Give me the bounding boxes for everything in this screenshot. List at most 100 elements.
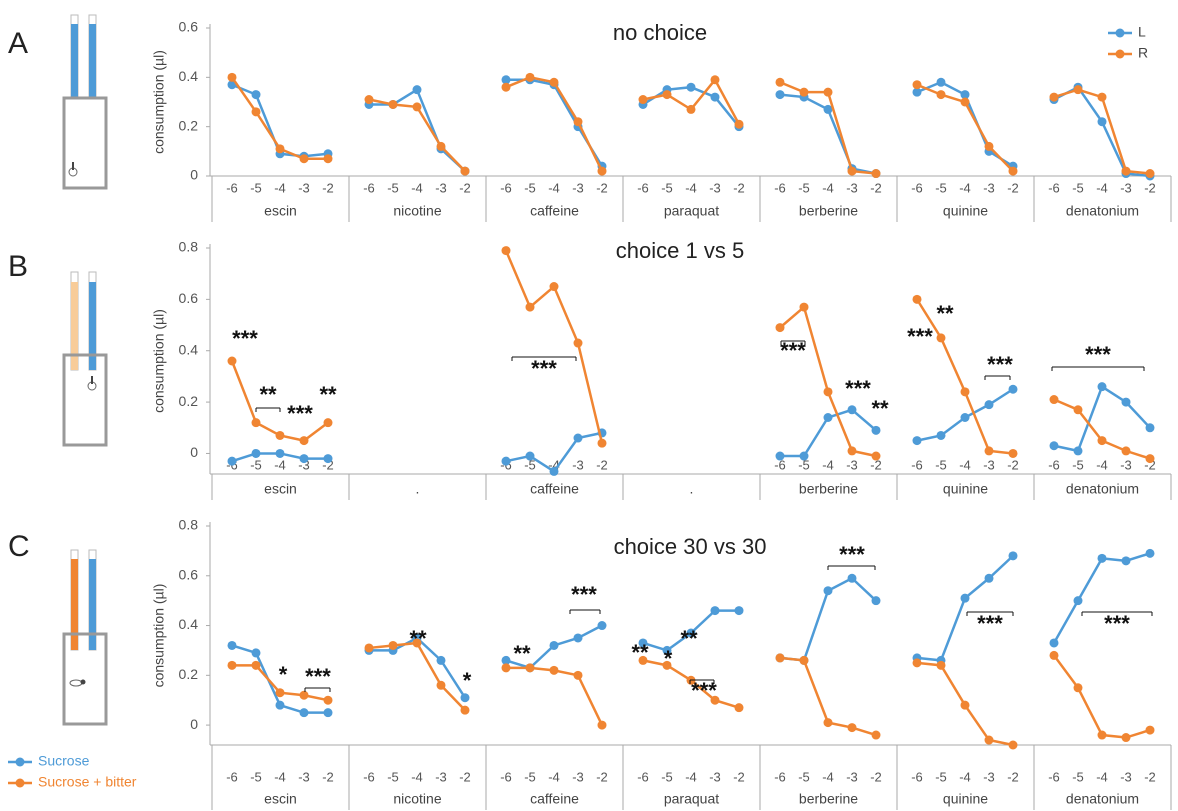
icon-b	[62, 271, 108, 447]
x-tick-label: -2	[1144, 457, 1156, 472]
group-label: .	[416, 481, 420, 497]
y-tick-label: 0.2	[179, 666, 199, 682]
data-point	[936, 333, 946, 343]
data-point	[412, 638, 422, 648]
x-tick-label: -5	[250, 457, 262, 472]
data-point	[775, 323, 785, 333]
series-line	[506, 78, 604, 167]
data-point	[912, 294, 922, 304]
data-point	[299, 436, 309, 446]
data-point	[662, 660, 672, 670]
x-tick-label: -6	[911, 769, 923, 784]
data-point	[847, 166, 857, 176]
significance: **	[631, 640, 649, 665]
data-point	[1097, 117, 1107, 127]
y-tick-label: 0	[190, 716, 198, 732]
data-point	[912, 436, 922, 446]
x-tick-label: -3	[983, 457, 995, 472]
data-point	[912, 80, 922, 90]
x-tick-label: -3	[846, 180, 858, 195]
x-tick-label: -3	[298, 180, 310, 195]
significance: ***	[977, 611, 1003, 636]
legend-marker	[1115, 49, 1125, 59]
y-axis-label: consumption (µl)	[151, 50, 167, 154]
panel-label: A	[8, 27, 28, 60]
x-tick-label: -2	[870, 769, 882, 784]
panel-label: C	[8, 530, 30, 563]
x-tick-label: -3	[1120, 769, 1132, 784]
x-tick-label: -5	[250, 769, 262, 784]
x-tick-label: -4	[274, 180, 286, 195]
data-point	[638, 95, 648, 105]
x-tick-label: -4	[548, 769, 560, 784]
data-point	[823, 586, 833, 596]
y-tick-label: 0.8	[179, 239, 199, 255]
x-tick-label: -2	[870, 457, 882, 472]
x-tick-label: -2	[1007, 457, 1019, 472]
group-label: berberine	[799, 791, 858, 807]
x-tick-label: -3	[572, 457, 584, 472]
data-point	[597, 621, 607, 631]
data-point	[823, 413, 833, 422]
data-point	[1097, 382, 1107, 392]
data-point	[960, 90, 970, 100]
data-point	[1121, 446, 1131, 456]
data-point	[1049, 92, 1059, 102]
x-tick-label: -3	[572, 769, 584, 784]
x-tick-label: -6	[637, 769, 649, 784]
data-point	[227, 660, 237, 670]
legend-label: Sucrose	[38, 753, 90, 769]
series-line	[506, 666, 604, 726]
data-point	[1073, 683, 1083, 693]
data-point	[299, 154, 309, 164]
group-label: berberine	[799, 203, 858, 219]
data-point	[775, 653, 785, 663]
data-point	[960, 593, 970, 603]
data-point	[501, 246, 511, 256]
data-point	[1008, 384, 1018, 394]
data-point	[1008, 166, 1018, 176]
x-tick-label: -5	[935, 769, 947, 784]
y-tick-label: 0	[190, 444, 198, 460]
significance: **	[936, 301, 954, 326]
data-point	[1049, 650, 1059, 660]
data-point	[638, 638, 648, 648]
x-tick-label: -6	[226, 769, 238, 784]
data-point	[799, 302, 809, 312]
x-tick-label: -4	[274, 769, 286, 784]
significance: ***	[305, 664, 331, 689]
data-point	[573, 338, 583, 348]
data-point	[871, 425, 881, 435]
data-point	[251, 107, 261, 117]
data-point	[299, 690, 309, 700]
data-point	[323, 454, 333, 464]
data-point	[662, 90, 672, 100]
data-point	[823, 104, 833, 114]
data-point	[388, 640, 398, 650]
data-point	[525, 72, 535, 82]
group-label: quinine	[943, 791, 988, 807]
x-tick-label: -2	[596, 180, 608, 195]
group-label: quinine	[943, 203, 988, 219]
data-point	[984, 735, 994, 745]
data-point	[299, 454, 309, 464]
x-tick-label: -3	[298, 769, 310, 784]
significance: ***	[907, 324, 933, 349]
x-tick-label: -5	[1072, 457, 1084, 472]
data-point	[501, 663, 511, 673]
series-line	[1052, 552, 1151, 644]
data-point	[597, 166, 607, 176]
data-point	[323, 708, 333, 718]
x-tick-label: -3	[1120, 180, 1132, 195]
x-tick-label: -5	[1072, 769, 1084, 784]
chart-title: choice 1 vs 5	[616, 238, 744, 263]
data-point	[525, 451, 535, 461]
x-tick-label: -4	[1096, 769, 1108, 784]
data-point	[251, 448, 261, 458]
data-point	[936, 430, 946, 440]
x-tick-label: -3	[709, 180, 721, 195]
x-tick-label: -5	[798, 457, 810, 472]
x-tick-label: -6	[500, 180, 512, 195]
data-point	[984, 446, 994, 456]
group-label: escin	[264, 481, 297, 497]
